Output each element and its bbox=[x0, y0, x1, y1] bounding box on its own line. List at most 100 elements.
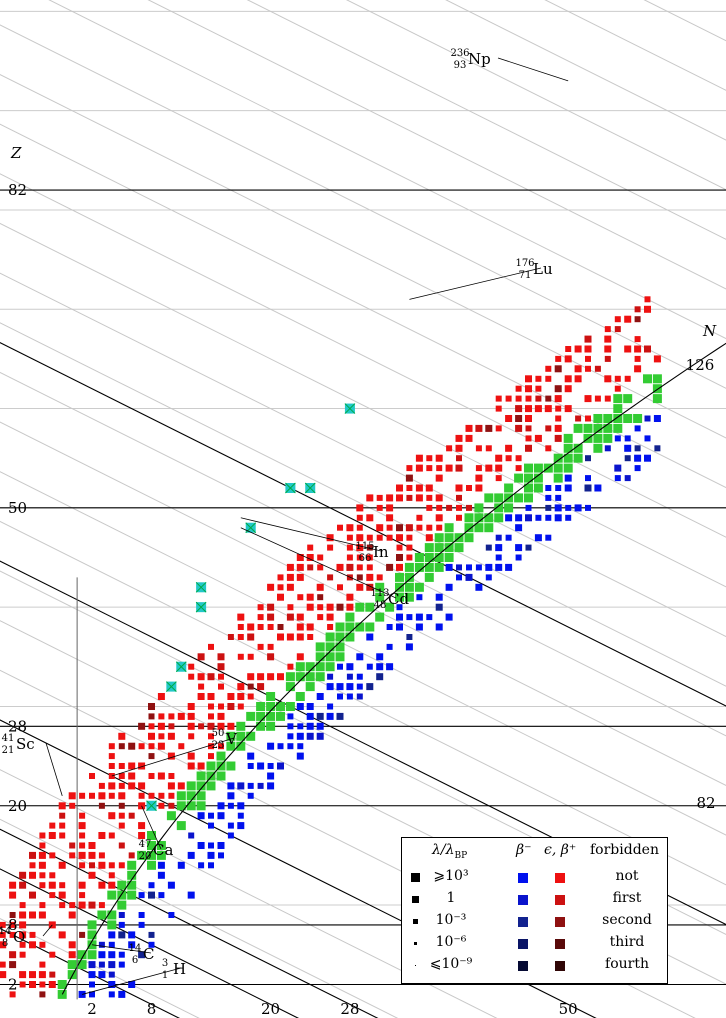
beta-minus-marker bbox=[247, 763, 254, 769]
ec-beta-plus-marker bbox=[614, 316, 621, 323]
x-tick-label: 28 bbox=[340, 1000, 359, 1018]
rate-marker-icon bbox=[412, 896, 419, 903]
beta-minus-marker bbox=[177, 861, 185, 869]
stable-nuclide-marker bbox=[325, 662, 335, 672]
stable-nuclide-marker bbox=[365, 602, 375, 612]
legend-rate-header: λ/λBP bbox=[432, 842, 468, 861]
stable-nuclide-marker bbox=[613, 423, 623, 433]
ec-beta-plus-marker bbox=[296, 613, 304, 621]
ec-beta-plus-marker bbox=[247, 673, 255, 681]
atomic-number: 1 bbox=[162, 970, 168, 981]
beta-minus-marker bbox=[237, 782, 245, 790]
double-beta-markers bbox=[146, 403, 356, 812]
beta-minus-marker bbox=[108, 981, 116, 988]
atomic-number: 71 bbox=[519, 270, 532, 281]
ec-beta-plus-marker bbox=[376, 494, 383, 501]
beta-minus-marker bbox=[306, 703, 314, 710]
ec-beta-plus-marker bbox=[564, 355, 572, 363]
ec-beta-plus-marker bbox=[108, 832, 115, 839]
ec-beta-plus-marker bbox=[9, 951, 17, 959]
ec-beta-plus-marker bbox=[138, 782, 146, 790]
beta-minus-marker bbox=[466, 564, 472, 571]
annotation-leader bbox=[497, 57, 569, 82]
ec-beta-plus-marker bbox=[296, 623, 304, 631]
ec-beta-plus-marker bbox=[168, 773, 175, 779]
ec-beta-plus-marker bbox=[415, 484, 423, 492]
ec-beta-plus-marker bbox=[466, 485, 472, 491]
beta-minus-marker bbox=[118, 990, 126, 998]
annotation-leader bbox=[42, 924, 53, 937]
ec-beta-plus-marker bbox=[237, 703, 244, 710]
beta-minus-marker bbox=[158, 892, 165, 899]
ec-beta-plus-marker bbox=[614, 385, 621, 392]
ec-beta-plus-marker bbox=[0, 961, 6, 968]
stable-nuclide-marker bbox=[315, 662, 325, 672]
beta-minus-marker bbox=[485, 563, 493, 571]
ec-beta-plus-marker bbox=[0, 971, 7, 979]
ec-beta-plus-marker bbox=[218, 703, 224, 710]
stable-nuclide-marker bbox=[355, 622, 365, 632]
beta-minus-marker bbox=[128, 931, 136, 939]
ec-beta-plus-marker bbox=[257, 683, 265, 691]
stable-nuclide-marker bbox=[603, 433, 613, 443]
stable-nuclide-marker bbox=[504, 483, 514, 493]
ec-beta-plus-marker bbox=[49, 822, 56, 829]
ec-beta-plus-marker bbox=[79, 842, 86, 849]
ec-beta-plus-marker bbox=[108, 743, 115, 750]
stable-nuclide-marker bbox=[494, 503, 504, 513]
ec-beta-plus-marker bbox=[49, 872, 56, 879]
beta-minus-marker bbox=[267, 772, 275, 780]
beta-minus-marker bbox=[118, 961, 125, 968]
stable-nuclide-marker bbox=[464, 523, 474, 533]
ec-beta-plus-marker bbox=[118, 812, 125, 819]
ec-beta-plus-marker bbox=[515, 424, 523, 432]
mass-number: 115 bbox=[355, 541, 374, 552]
stable-nuclide-marker bbox=[67, 960, 77, 970]
ec-beta-plus-marker bbox=[287, 663, 294, 670]
beta-minus-marker bbox=[386, 643, 393, 650]
ec-beta-plus-marker bbox=[277, 624, 284, 630]
stable-nuclide-marker bbox=[643, 374, 652, 384]
ec-beta-plus-marker bbox=[386, 524, 393, 531]
stable-nuclide-marker bbox=[107, 890, 117, 900]
x-tick-label: 2 bbox=[87, 1000, 97, 1018]
y-tick-label: 8 bbox=[8, 916, 18, 934]
element-symbol: Np bbox=[468, 50, 491, 68]
ec-beta-plus-marker bbox=[317, 554, 324, 561]
ec-beta-plus-marker bbox=[19, 921, 27, 929]
n-magic-line bbox=[0, 719, 597, 1018]
ec-beta-plus-marker bbox=[79, 931, 86, 938]
ec-beta-plus-marker bbox=[98, 902, 105, 909]
ec-beta-plus-marker bbox=[336, 563, 344, 571]
ec-beta-plus-marker bbox=[118, 743, 125, 750]
element-symbol: Cd bbox=[388, 590, 409, 608]
stable-nuclide-marker bbox=[652, 374, 662, 384]
z-axis-label: Z bbox=[10, 144, 22, 162]
ec-beta-plus-marker bbox=[356, 583, 364, 591]
beta-minus-marker bbox=[565, 504, 572, 511]
beta-minus-marker bbox=[287, 733, 294, 740]
annotation-leader bbox=[141, 805, 162, 850]
beta-minus-marker bbox=[574, 504, 582, 512]
beta-minus-marker bbox=[108, 931, 116, 939]
nuclide-label: 31 H bbox=[162, 958, 186, 981]
beta-minus-marker bbox=[118, 921, 125, 928]
beta-minus-marker bbox=[128, 941, 136, 949]
ec-beta-plus-marker bbox=[208, 753, 214, 760]
stable-nuclide-marker bbox=[444, 533, 454, 543]
ec-beta-plus-marker bbox=[306, 554, 314, 561]
ec-beta-plus-marker bbox=[128, 782, 136, 790]
ec-beta-plus-marker bbox=[554, 424, 562, 432]
beta-minus-marker bbox=[545, 504, 552, 511]
beta-minus-marker bbox=[197, 812, 205, 820]
ec-beta-plus-marker bbox=[158, 713, 165, 720]
legend-rate-level: 10⁻³ bbox=[435, 912, 467, 928]
stable-nuclide-marker bbox=[206, 781, 216, 791]
stable-nuclide-marker bbox=[147, 860, 156, 870]
beta-minus-marker bbox=[564, 474, 572, 482]
ec-beta-plus-marker bbox=[138, 822, 146, 830]
